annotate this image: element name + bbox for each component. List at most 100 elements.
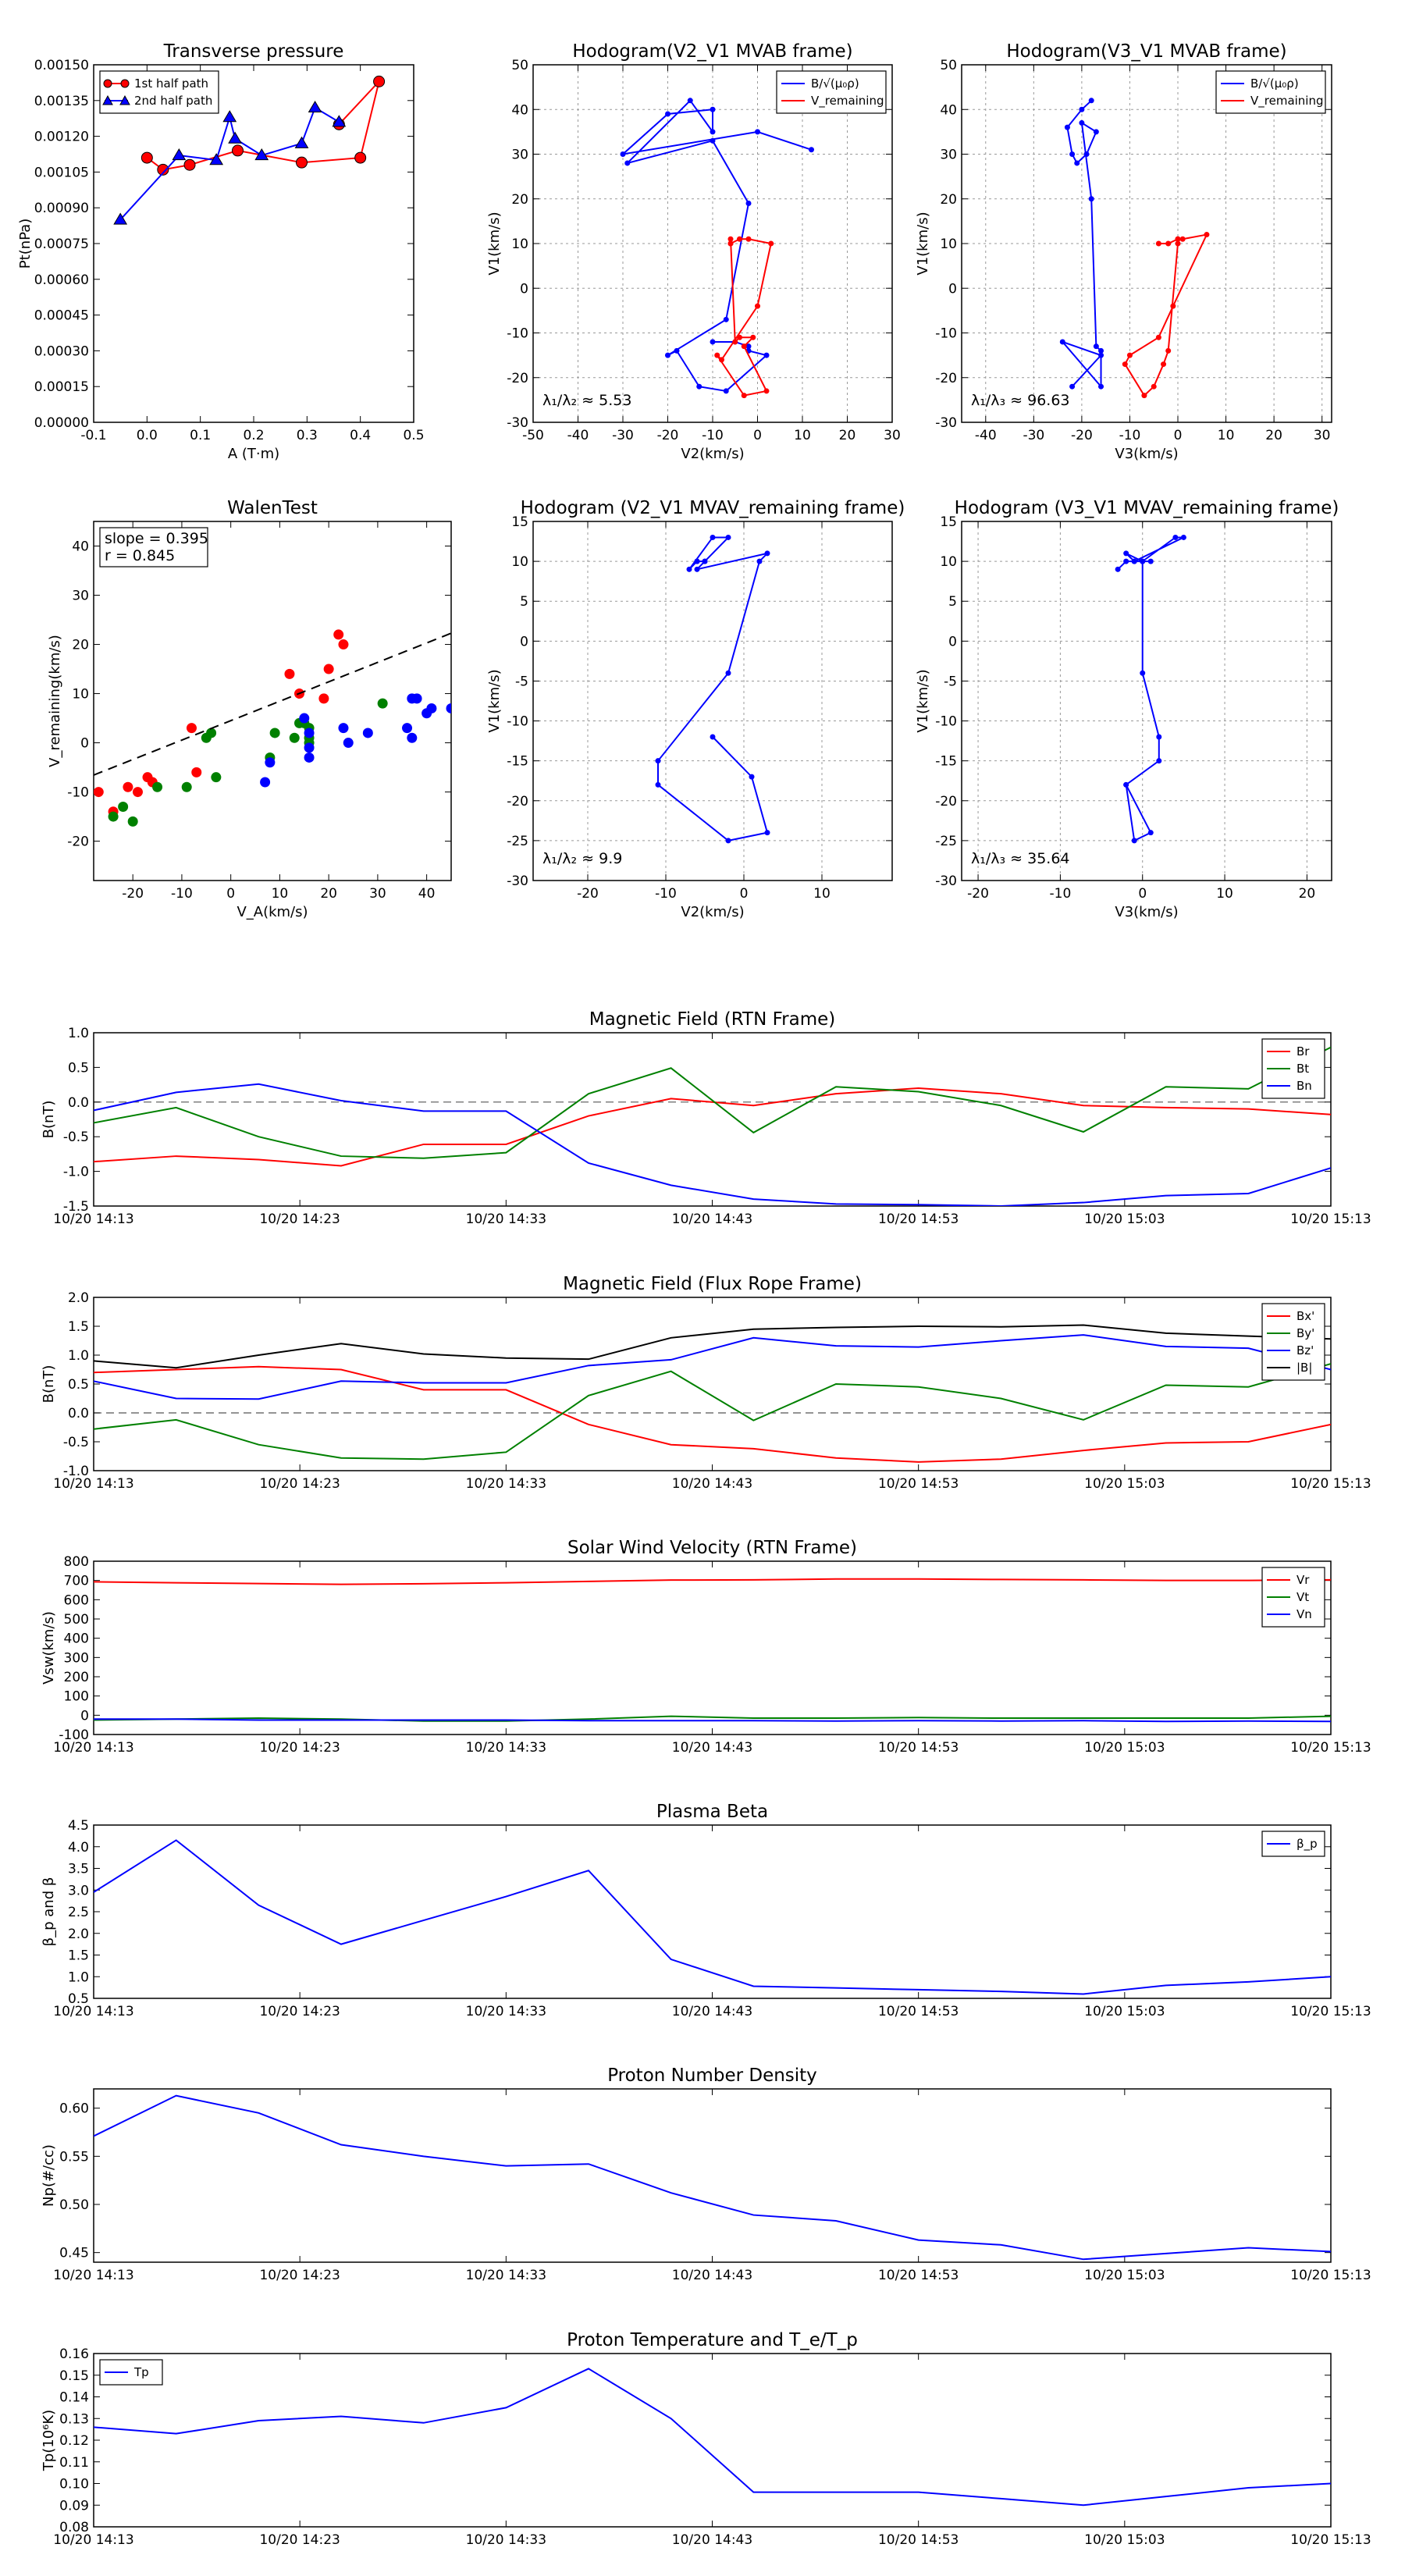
x-tick-label: 30 [369, 886, 386, 902]
x-tick-label: 10/20 14:33 [466, 1476, 546, 1492]
x-tick-label: -20 [577, 886, 599, 902]
legend-box [1261, 1303, 1325, 1381]
x-tick-label: 10/20 15:13 [1290, 1740, 1371, 1756]
y-axis-label: B(nT) [41, 1365, 57, 1404]
series-line-0 [94, 1087, 1331, 1167]
x-tick-label: 10/20 14:23 [259, 1212, 340, 1227]
y-tick-label: 5 [520, 594, 528, 610]
chart-np: 0.45 0.50 0.55 0.60 10/20 14:13 10/20 14:23 10… [41, 2065, 1371, 2283]
chart-walen: -20 -10 0 10 20 30 40 -20 -10 0 10 20 30 40 WalenTest V… [47, 498, 452, 920]
x-tick-label: -20 [657, 428, 679, 443]
data-point [269, 728, 280, 738]
x-tick-label: 0 [753, 428, 762, 443]
data-point [755, 129, 760, 135]
y-tick-label: 0.00015 [34, 379, 89, 395]
y-tick-label: 50 [940, 58, 957, 73]
y-tick-label: 0 [80, 736, 89, 752]
y-tick-label: -10 [935, 326, 957, 342]
y-tick-label: -20 [935, 794, 957, 809]
x-tick-label: 10/20 14:33 [466, 2268, 546, 2283]
y-tick-label: -10 [935, 714, 957, 730]
data-point [1069, 151, 1076, 157]
data-point [710, 734, 716, 740]
data-point [723, 316, 729, 322]
data-point [1123, 550, 1129, 557]
y-tick-label: 0.00090 [34, 201, 89, 216]
y-tick-label: 0.00135 [34, 94, 89, 109]
data-point [338, 723, 349, 734]
chart-title: Proton Number Density [607, 2065, 817, 2086]
fit-line [94, 632, 451, 776]
x-tick-label: 10/20 15:03 [1084, 2268, 1165, 2283]
y-tick-label: 0.45 [59, 2246, 89, 2261]
y-axis-label: Pt(nPa) [17, 219, 34, 269]
x-tick-label: 10/20 14:33 [466, 2004, 546, 2019]
x-tick-label: 0 [1138, 886, 1147, 902]
y-tick-label: -20 [67, 834, 89, 850]
data-point [113, 212, 128, 225]
x-tick-label: 10/20 15:03 [1084, 1740, 1165, 1756]
y-tick-label: 400 [64, 1631, 89, 1647]
y-tick-label: 100 [64, 1689, 89, 1705]
y-tick-label: 10 [940, 237, 957, 252]
data-point [211, 772, 222, 783]
plot-frame [93, 1032, 1332, 1207]
y-tick-label: 0.00075 [34, 237, 89, 252]
y-tick-label: -30 [935, 873, 957, 889]
data-point [338, 639, 349, 650]
data-point [191, 767, 202, 777]
legend: Vr Vt Vn [1261, 1567, 1325, 1628]
x-tick-label: 10/20 15:03 [1084, 1476, 1165, 1492]
chart-title: Transverse pressure [163, 41, 344, 62]
chart-title: WalenTest [227, 498, 318, 518]
y-tick-label: 4.5 [68, 1818, 89, 1834]
y-tick-label: 20 [72, 638, 89, 653]
series-line-1 [94, 1715, 1331, 1722]
x-tick-label: 10/20 14:33 [466, 1740, 546, 1756]
y-tick-label: -0.5 [63, 1435, 89, 1450]
data-point [702, 558, 708, 564]
y-tick-label: -30 [507, 415, 528, 431]
series-line-2 [94, 1718, 1331, 1723]
x-tick-label: 10/20 14:53 [878, 1212, 959, 1227]
data-point [665, 352, 670, 358]
data-point [745, 236, 752, 242]
x-tick-label: 10/20 14:43 [672, 2268, 752, 2283]
data-point [426, 703, 437, 713]
legend: B/√(μ₀ρ) V_remaining [1215, 70, 1326, 114]
x-tick-label: 10/20 14:23 [259, 1476, 340, 1492]
data-point [183, 158, 196, 171]
x-tick-label: 10/20 15:13 [1290, 2268, 1371, 2283]
data-point [764, 550, 770, 557]
data-point [1165, 347, 1172, 354]
chart-title: Proton Temperature and T_e/T_p [567, 2330, 858, 2350]
y-tick-label: -20 [507, 371, 528, 386]
x-tick-label: 40 [418, 886, 436, 902]
data-point [725, 670, 731, 676]
data-point [228, 131, 242, 144]
y-tick-label: 0.00150 [34, 58, 89, 73]
y-tick-label: 1.0 [68, 1969, 89, 1985]
chart-h1: -30 -20 -10 0 10 20 30 40 50 -50 -40 -30 -20 -10 0 10 20… [486, 41, 901, 462]
y-tick-label: 0.0 [68, 1406, 89, 1421]
data-point [354, 151, 367, 164]
data-point [332, 115, 347, 127]
series-line-0 [94, 2368, 1331, 2507]
data-point [1155, 334, 1161, 340]
data-point [1064, 124, 1070, 130]
x-tick-label: 10/20 15:03 [1084, 1212, 1165, 1227]
x-tick-label: 0.5 [403, 428, 424, 443]
y-tick-label: -1.5 [63, 1199, 89, 1215]
data-point [186, 723, 197, 734]
chart-h2: -30 -20 -10 0 10 20 30 40 50 -40 -30 -20 -10 0 10 20 30 H… [915, 41, 1332, 462]
y-tick-label: 0.50 [59, 2197, 89, 2213]
data-point [696, 383, 702, 390]
legend: 1st half path 2nd half path [99, 70, 219, 114]
data-point [296, 156, 308, 169]
data-point [1179, 236, 1186, 242]
x-tick-label: 0.1 [190, 428, 211, 443]
data-point [1147, 830, 1154, 836]
y-tick-label: 30 [511, 148, 528, 163]
legend-label: B/√(μ₀ρ) [1250, 76, 1299, 91]
y-tick-label: 0.55 [59, 2149, 89, 2165]
